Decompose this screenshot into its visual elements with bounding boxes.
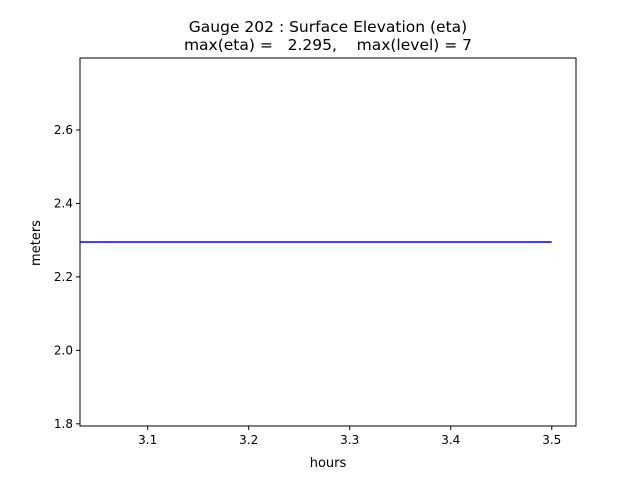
chart-title-line2: max(eta) = 2.295, max(level) = 7 [184, 36, 472, 54]
y-axis-label: meters [29, 220, 44, 266]
x-axis: 3.1 3.2 3.3 3.4 3.5 [138, 426, 561, 447]
y-tick-label: 2.4 [54, 196, 73, 210]
x-tick-label: 3.3 [340, 433, 359, 447]
chart-title-line1: Gauge 202 : Surface Elevation (eta) [189, 18, 467, 36]
y-tick-label: 2.2 [54, 270, 73, 284]
y-axis: 1.8 2.0 2.2 2.4 2.6 [54, 123, 80, 431]
x-tick-label: 3.4 [441, 433, 460, 447]
y-tick-label: 2.6 [54, 123, 73, 137]
x-tick-label: 3.2 [239, 433, 258, 447]
plot-area [79, 57, 577, 427]
y-tick-label: 1.8 [54, 417, 73, 431]
plot-frame [79, 57, 577, 427]
x-axis-label: hours [310, 456, 347, 471]
x-tick-label: 3.1 [138, 433, 157, 447]
x-tick-label: 3.5 [542, 433, 561, 447]
y-tick-label: 2.0 [54, 343, 73, 357]
